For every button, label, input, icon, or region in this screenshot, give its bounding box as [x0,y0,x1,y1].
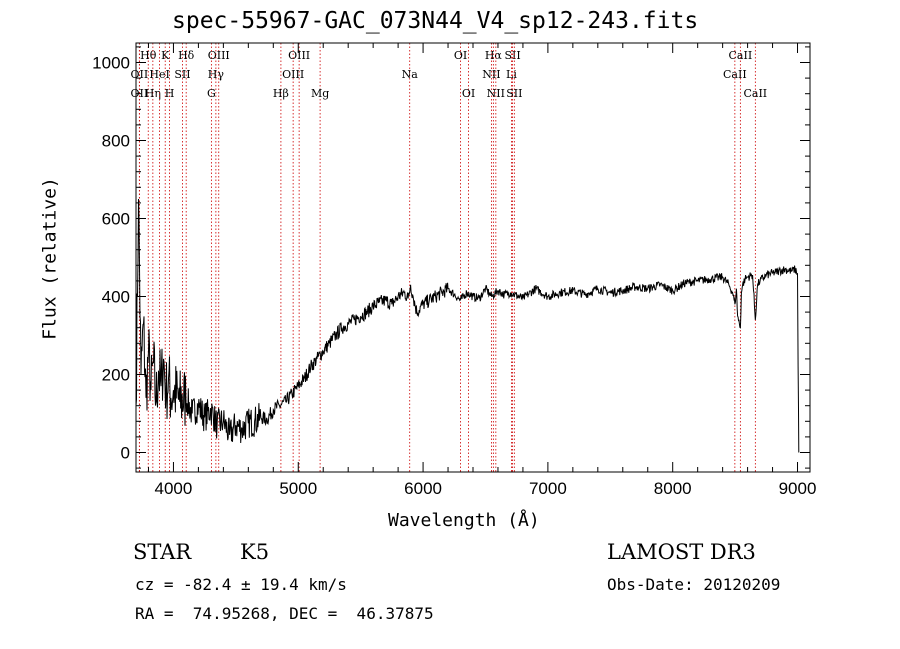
x-tick-label-3: 7000 [529,479,567,498]
line-label-8: Hδ [178,49,195,62]
subclass-label: K5 [240,540,270,564]
y-tick-label-3: 600 [102,210,130,229]
x-axis-label: Wavelength (Å) [388,510,540,531]
line-label-12: Hβ [273,87,289,100]
line-label-13: OIII [288,49,310,62]
line-label-16: Na [402,68,419,81]
redshift-label: cz = -82.4 ± 19.4 km/s [135,575,347,594]
y-tick-label-0: 0 [121,444,130,463]
line-label-26: CaII [723,68,747,81]
line-label-3: Hη [145,87,161,100]
line-label-18: OI [462,87,475,100]
y-axis-label: Flux (relative) [39,177,61,340]
y-tick-label-4: 800 [102,132,130,151]
class-label: STAR [133,540,192,564]
obs-date-label: Obs-Date: 20120209 [607,575,781,594]
x-tick-label-1: 5000 [279,479,317,498]
line-label-25: CaII [729,49,753,62]
line-label-21: NII [487,87,505,100]
line-label-6: H [165,87,175,100]
y-tick-label-1: 200 [102,366,130,385]
line-label-19: Hα [485,49,503,62]
y-tick-label-5: 1000 [92,54,130,73]
line-label-23: Li [506,68,517,81]
radec-label: RA = 74.95268, DEC = 46.37875 [135,604,434,623]
x-tick-label-5: 9000 [779,479,817,498]
x-tick-label-2: 6000 [404,479,442,498]
line-label-17: OI [454,49,467,62]
survey-label: LAMOST DR3 [607,540,756,564]
line-label-15: Mg [311,87,329,100]
line-label-24: SII [506,87,522,100]
y-tick-label-2: 400 [102,288,130,307]
line-label-9: OIII [208,49,230,62]
line-label-7: SII [174,68,190,81]
line-label-4: HeI [149,68,169,81]
line-label-14: OIII [282,68,304,81]
line-label-10: Hγ [208,68,225,81]
spectrum-line [135,198,800,453]
line-label-27: CaII [743,87,767,100]
line-label-22: SII [504,49,520,62]
chart-title: spec-55967-GAC_073N44_V4_sp12-243.fits [172,8,699,34]
line-label-0: Hθ [140,49,157,62]
line-label-11: G [207,87,216,100]
x-tick-label-4: 8000 [654,479,692,498]
plot-frame [135,42,811,473]
line-label-20: NII [482,68,500,81]
line-label-5: K [161,49,170,62]
x-tick-label-0: 4000 [155,479,193,498]
